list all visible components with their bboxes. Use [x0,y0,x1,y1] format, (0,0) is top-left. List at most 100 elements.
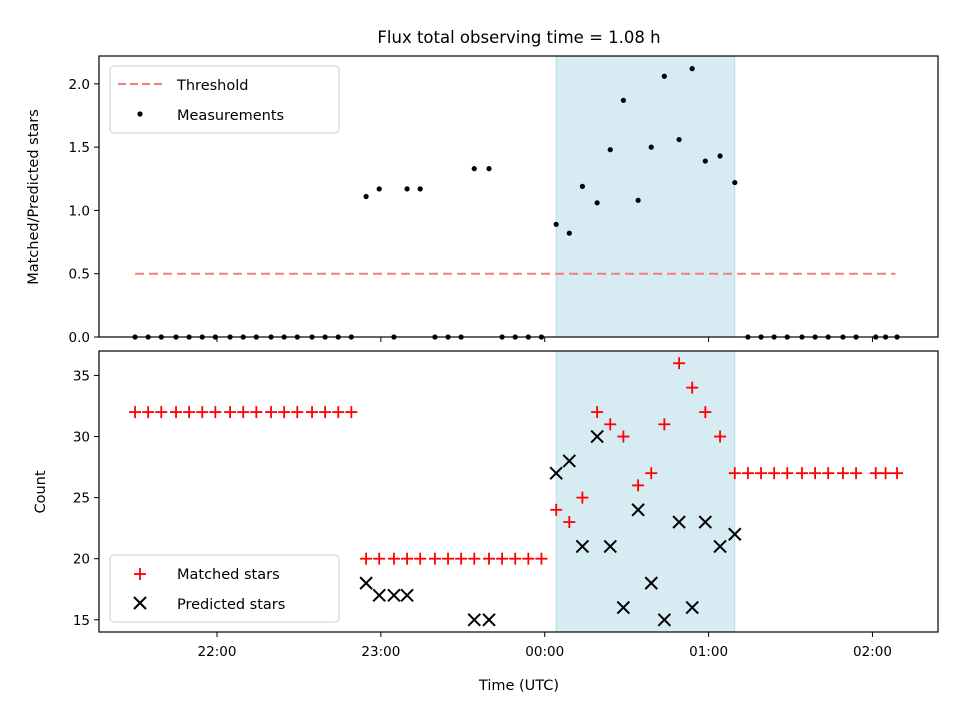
matched-star-point [183,406,196,419]
y-tick-label: 1.5 [69,140,90,156]
matched-star-point [755,467,768,480]
measurement-point [579,183,586,189]
count-legend: Matched stars Predicted stars [109,554,340,623]
predicted-star-d2 [387,588,401,603]
count-y-axis-label: Count [33,470,49,513]
x-tick-label: 02:00 [853,644,892,660]
predicted-star-point [685,600,699,615]
measurement-point [594,200,600,206]
matched-star-point [237,406,250,419]
matched-star-point [795,467,808,480]
predicted-star-d2 [400,588,414,603]
ratio-y-ticks: 0.0 0.5 1.0 1.5 2.0 [69,77,99,346]
matched-star-point [224,406,237,419]
x-axis-label: Time (UTC) [478,678,559,694]
matched-star-point [129,406,142,419]
matched-star-point [686,381,699,394]
matched-star-point [563,516,576,529]
count-panel: 15 20 25 30 35 22:00 23:00 00:00 01:00 02:00 Cou… [33,350,939,694]
predicted-star-d2 [657,613,672,627]
y-tick-label: 15 [73,613,90,629]
measurement-point [635,197,641,203]
measurements-legend-label: Measurements [177,108,284,124]
measurement-point [417,186,423,192]
matched-star-point [196,406,209,419]
measurement-point [376,186,382,192]
measurement-point [648,144,654,150]
predicted-star-point [372,588,386,603]
matched-star-point [728,467,741,480]
matched-star-point [658,418,671,431]
matched-star-point [401,552,414,565]
measurement-point [363,193,369,200]
y-tick-label: 30 [73,430,90,446]
matched-star-point [373,552,386,565]
matched-star-point [891,467,904,480]
predicted-star-d2 [359,576,373,590]
matched-star-point [291,406,304,419]
count-x-ticks: 22:00 23:00 00:00 01:00 02:00 [198,632,892,660]
matched-star-point [155,406,168,419]
predicted-legend-label: Predicted stars [177,597,285,613]
measurement-point [553,221,559,227]
y-tick-label: 20 [73,552,90,568]
predicted-star-point [467,613,481,627]
matched-star-point [387,552,400,565]
matched-star-point [332,406,345,419]
measurement-point [661,73,667,79]
ratio-legend: Threshold Measurements [109,65,340,134]
predicted-star-point [657,613,672,627]
matched-star-point [265,406,278,419]
chart-title: Flux total observing time = 1.08 h [377,28,660,47]
matched-star-point [170,406,183,419]
ratio-legend-box [109,65,340,134]
predicted-star-point [616,600,631,615]
predicted-star-d2 [482,613,496,627]
predicted-star-point [359,576,373,590]
matched-star-point [822,467,835,480]
x-tick-label: 22:00 [198,644,237,660]
matched-star-point [455,552,468,565]
predicted-star-d2 [672,515,686,529]
measurement-point [702,158,708,164]
count-y-ticks: 15 20 25 30 35 [73,368,99,629]
measurement-point [607,147,613,153]
y-tick-label: 2.0 [69,77,90,93]
matched-star-point [781,467,794,480]
matched-star-point [250,406,263,419]
y-tick-label: 0.5 [69,267,90,283]
matched-star-point [768,467,781,480]
predicted-star-d2 [575,539,590,554]
ratio-panel: 0.00.51.01.52.0 Matched/Predicted stars … [26,55,939,346]
y-tick-label: 35 [73,368,90,384]
matched-star-point [428,552,441,565]
predicted-star-d2 [644,576,658,590]
matched-star-point [550,503,563,516]
predicted-star-point [575,539,590,554]
count-highlight-span [555,350,736,633]
matched-star-point [509,552,522,565]
predicted-star-d2 [467,613,481,627]
matched-star-point [483,552,496,565]
ratio-plot-frame [98,55,939,338]
measurement-point [717,153,723,159]
measurement-point [732,179,738,186]
measurement-point [404,186,410,192]
matched-star-point [414,552,427,565]
predicted-star-d2 [603,539,617,554]
matched-star-point [535,552,548,565]
matched-star-point [673,357,686,370]
predicted-star-d2 [631,503,645,517]
measurements-legend-swatch [137,111,143,117]
predicted-star-point [728,527,742,541]
matched-legend-label: Matched stars [177,567,280,583]
y-tick-label: 0.0 [69,330,90,346]
measurement-point [471,166,477,172]
matched-star-point [360,552,373,565]
matched-star-point [645,467,658,480]
ratio-x-ticks [216,337,873,342]
matched-star-point [741,467,754,480]
matched-star-point [468,552,481,565]
predicted-star-d2 [616,600,631,615]
